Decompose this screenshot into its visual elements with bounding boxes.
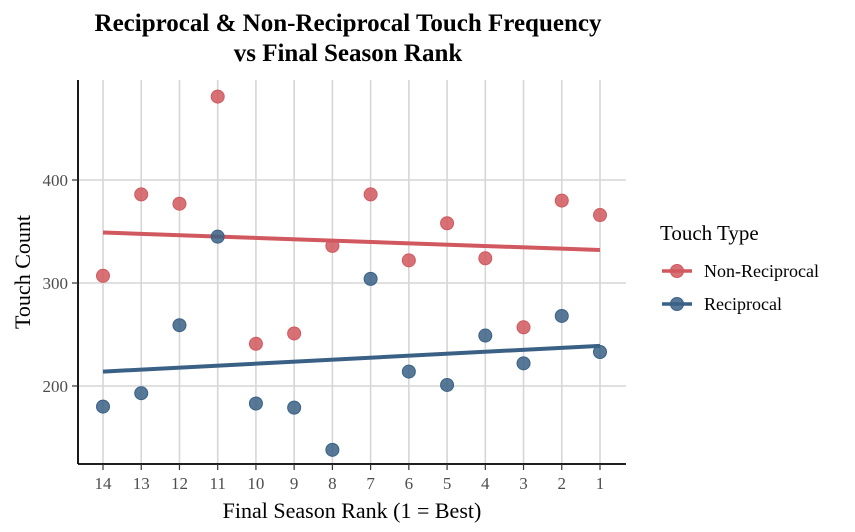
x-tick-label-10: 10: [247, 474, 264, 493]
x-tick-label-11: 11: [210, 474, 226, 493]
legend-item-non-reciprocal: Non-Reciprocal: [662, 261, 819, 281]
point-non-reciprocal-rank-12: [172, 196, 187, 211]
legend-key-point-reciprocal: [670, 297, 684, 311]
point-non-reciprocal-rank-1: [593, 208, 607, 223]
x-tick-label-4: 4: [481, 474, 490, 493]
point-reciprocal-rank-2: [554, 308, 569, 323]
trend-line-reciprocal: [102, 343, 601, 374]
point-reciprocal-rank-14: [96, 399, 110, 414]
point-non-reciprocal-rank-6: [401, 253, 416, 268]
series-non-reciprocal: [96, 89, 607, 351]
x-tick-label-7: 7: [366, 474, 375, 493]
grid-lines: [78, 80, 626, 464]
point-reciprocal-rank-12: [172, 318, 187, 333]
x-tick-label-3: 3: [519, 474, 528, 493]
y-tick-label-400: 400: [43, 171, 69, 190]
axis-ticks: 14 13 12 11 10 9 8 7 6 5 4 3 2 1 200 300 400: [43, 171, 605, 493]
point-reciprocal-rank-3: [516, 356, 531, 371]
y-tick-label-200: 200: [43, 377, 69, 396]
chart-title: Reciprocal & Non-Reciprocal Touch Freque…: [95, 10, 602, 37]
point-non-reciprocal-rank-2: [554, 193, 569, 208]
legend: Touch Type Non-Reciprocal Reciprocal: [660, 221, 819, 314]
x-tick-label-1: 1: [596, 474, 605, 493]
point-reciprocal-rank-6: [401, 364, 416, 379]
point-reciprocal-rank-1: [593, 345, 607, 360]
point-reciprocal-rank-4: [478, 328, 493, 343]
point-reciprocal-rank-5: [440, 377, 455, 392]
trend-line-non-reciprocal: [102, 230, 601, 253]
x-tick-label-13: 13: [133, 474, 150, 493]
point-reciprocal-rank-9: [287, 400, 302, 415]
point-non-reciprocal-rank-11: [210, 89, 225, 104]
point-reciprocal-rank-8: [325, 442, 340, 457]
chart-subtitle: vs Final Season Rank: [234, 40, 463, 67]
point-non-reciprocal-rank-5: [440, 216, 455, 231]
legend-title: Touch Type: [660, 221, 759, 245]
point-reciprocal-rank-7: [363, 271, 378, 286]
point-non-reciprocal-rank-14: [96, 268, 110, 283]
point-reciprocal-rank-13: [134, 386, 149, 401]
point-reciprocal-rank-11: [210, 229, 225, 244]
legend-key-point-non-reciprocal: [670, 264, 684, 278]
series-reciprocal: [96, 229, 607, 457]
legend-item-reciprocal: Reciprocal: [662, 294, 782, 314]
point-non-reciprocal-rank-13: [134, 187, 149, 202]
point-non-reciprocal-rank-3: [516, 320, 531, 335]
point-non-reciprocal-rank-4: [478, 251, 493, 266]
x-tick-label-9: 9: [290, 474, 299, 493]
legend-label-reciprocal: Reciprocal: [704, 294, 782, 314]
x-tick-label-12: 12: [171, 474, 188, 493]
x-axis-title: Final Season Rank (1 = Best): [223, 498, 482, 523]
x-tick-label-8: 8: [328, 474, 337, 493]
x-tick-label-2: 2: [558, 474, 567, 493]
legend-label-non-reciprocal: Non-Reciprocal: [704, 261, 819, 281]
x-tick-label-5: 5: [443, 474, 452, 493]
x-tick-label-14: 14: [95, 474, 113, 493]
point-non-reciprocal-rank-8: [325, 238, 340, 253]
point-non-reciprocal-rank-9: [287, 326, 302, 341]
point-non-reciprocal-rank-7: [363, 187, 378, 202]
plot-area: [96, 89, 607, 457]
x-tick-label-6: 6: [405, 474, 414, 493]
y-axis-title: Touch Count: [10, 215, 35, 329]
point-non-reciprocal-rank-10: [248, 336, 263, 351]
point-reciprocal-rank-10: [248, 396, 263, 411]
y-tick-label-300: 300: [43, 274, 69, 293]
